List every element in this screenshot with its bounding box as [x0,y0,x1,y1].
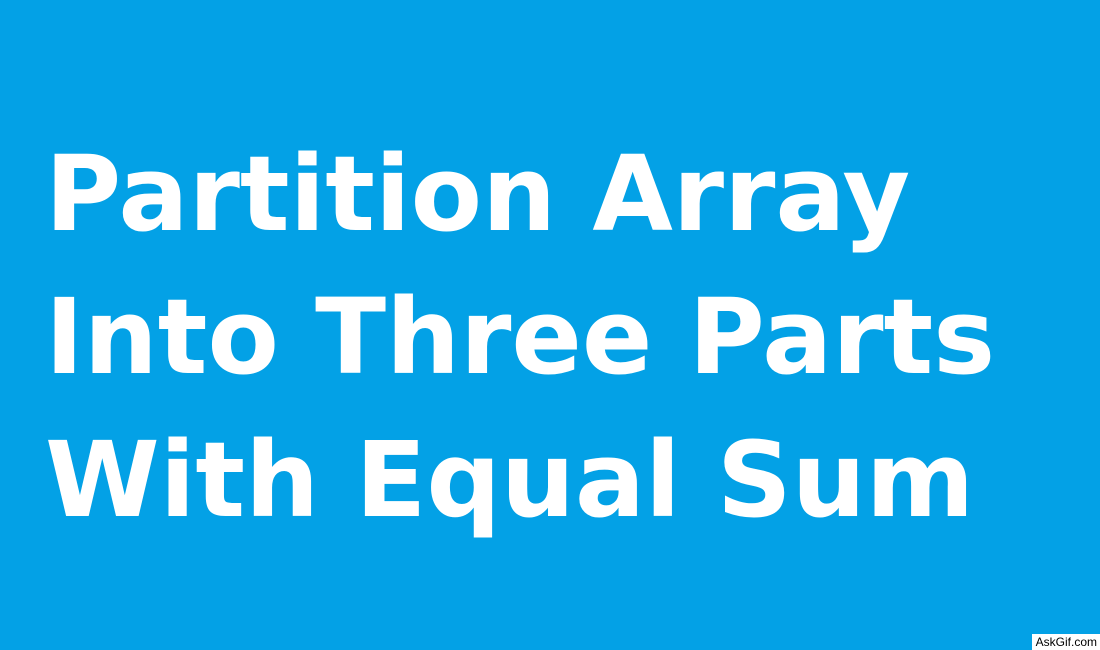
title-line-1: Partition Array [45,133,911,255]
site-watermark: AskGif.com [1031,634,1100,650]
title-line-3: With Equal Sum [45,419,975,541]
title-line-2: Into Three Parts [45,276,996,398]
page-title: Partition Array Into Three Parts With Eq… [45,123,995,552]
